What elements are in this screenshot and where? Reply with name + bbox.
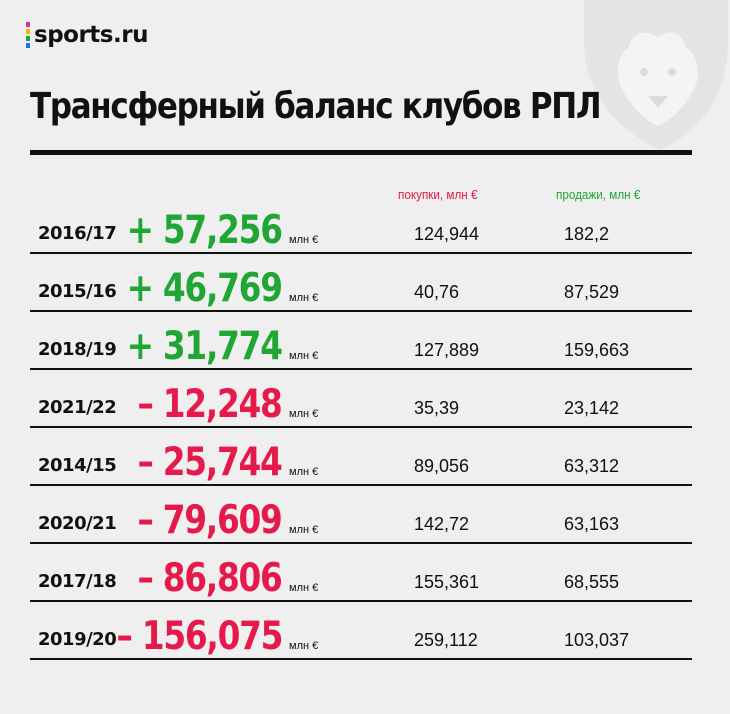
row-divider — [30, 426, 692, 428]
logo-bar — [26, 22, 30, 27]
balance-value: – 86,806 — [137, 556, 283, 601]
balance-unit: млн € — [289, 466, 319, 478]
balance-unit: млн € — [289, 408, 319, 420]
season-label: 2017/18 — [38, 571, 117, 592]
table-row: 2019/20– 156,075 млн € 259,112 103,037 — [30, 604, 692, 660]
column-header-buys: покупки, млн € — [398, 187, 478, 202]
balance-value: – 25,744 — [137, 440, 283, 485]
season-label: 2016/17 — [38, 223, 117, 244]
table-row: 2017/18 – 86,806 млн € 155,361 68,555 — [30, 546, 692, 602]
balance-unit: млн € — [289, 524, 319, 536]
season-label: 2020/21 — [38, 513, 117, 534]
balance-unit: млн € — [289, 292, 319, 304]
table-row: 2015/16 + 46,769 млн € 40,76 87,529 — [30, 256, 692, 312]
buys-value: 142,72 — [414, 514, 470, 534]
buys-value: 40,76 — [414, 282, 460, 302]
logo-bar — [26, 36, 30, 41]
row-divider — [30, 310, 692, 312]
balance-value: + 31,774 — [126, 324, 283, 369]
balance-unit: млн € — [289, 350, 319, 362]
table-row: 2020/21 – 79,609 млн € 142,72 63,163 — [30, 488, 692, 544]
balance-unit: млн € — [289, 640, 319, 652]
row-divider — [30, 600, 692, 602]
table-row: 2014/15 – 25,744 млн € 89,056 63,312 — [30, 430, 692, 486]
row-divider — [30, 658, 692, 660]
season-label: 2018/19 — [38, 339, 117, 360]
logo-bar — [26, 29, 30, 34]
balance-value: + 46,769 — [126, 266, 283, 311]
table-row: 2018/19 + 31,774 млн € 127,889 159,663 — [30, 314, 692, 370]
sales-value: 63,163 — [564, 514, 620, 534]
sales-value: 182,2 — [564, 224, 610, 244]
table-row: 2016/17 + 57,256 млн € 124,944 182,2 — [30, 198, 692, 254]
row-divider — [30, 542, 692, 544]
sales-value: 63,312 — [564, 456, 620, 476]
buys-value: 155,361 — [414, 572, 480, 592]
balance-value: + 57,256 — [126, 208, 283, 253]
table-row: 2021/22 – 12,248 млн € 35,39 23,142 — [30, 372, 692, 428]
sales-value: 159,663 — [564, 340, 630, 360]
season-label: 2021/22 — [38, 397, 117, 418]
balance-unit: млн € — [289, 582, 319, 594]
balance-unit: млн € — [289, 234, 319, 246]
sales-value: 87,529 — [564, 282, 620, 302]
sales-value: 23,142 — [564, 398, 620, 418]
logo-bars-icon — [26, 22, 30, 48]
page-title: Трансферный баланс клубов РПЛ — [30, 86, 602, 127]
sales-value: 68,555 — [564, 572, 620, 592]
buys-value: 124,944 — [414, 224, 480, 244]
row-divider — [30, 252, 692, 254]
season-label: 2019/20 — [38, 629, 117, 650]
balance-value: – 12,248 — [137, 382, 283, 427]
buys-value: 259,112 — [414, 630, 478, 650]
season-label: 2015/16 — [38, 281, 117, 302]
buys-value: 35,39 — [414, 398, 460, 418]
season-label: 2014/15 — [38, 455, 117, 476]
balance-value: – 156,075 — [116, 614, 283, 659]
buys-value: 127,889 — [414, 340, 480, 360]
column-header-sales: продажи, млн € — [556, 187, 641, 202]
logo-bar — [26, 43, 30, 48]
sales-value: 103,037 — [564, 630, 630, 650]
balance-value: – 79,609 — [137, 498, 283, 543]
buys-value: 89,056 — [414, 456, 470, 476]
sports-ru-logo: sports.ru — [26, 22, 148, 48]
title-divider — [30, 150, 692, 155]
bear-emblem-icon — [584, 0, 728, 150]
logo-text: sports.ru — [34, 22, 148, 48]
row-divider — [30, 484, 692, 486]
row-divider — [30, 368, 692, 370]
